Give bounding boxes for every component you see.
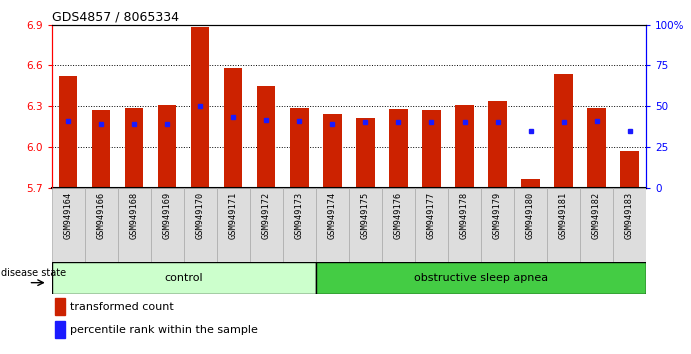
Text: GSM949164: GSM949164	[64, 191, 73, 239]
Bar	[554, 74, 573, 188]
Text: GSM949180: GSM949180	[526, 191, 535, 239]
Bar	[55, 298, 65, 314]
Bar	[323, 114, 341, 188]
Text: GSM949171: GSM949171	[229, 191, 238, 239]
Text: GSM949177: GSM949177	[427, 191, 436, 239]
Text: GSM949168: GSM949168	[130, 191, 139, 239]
Text: disease state: disease state	[1, 268, 66, 278]
Text: GSM949169: GSM949169	[163, 191, 172, 239]
Text: GSM949166: GSM949166	[97, 191, 106, 239]
Bar	[316, 262, 646, 294]
Bar	[151, 188, 184, 262]
Text: GSM949172: GSM949172	[262, 191, 271, 239]
Bar	[283, 188, 316, 262]
Bar	[52, 188, 85, 262]
Bar	[59, 76, 77, 188]
Text: percentile rank within the sample: percentile rank within the sample	[70, 325, 258, 335]
Text: control: control	[164, 273, 203, 283]
Bar	[184, 188, 217, 262]
Bar	[390, 109, 408, 188]
Text: GSM949181: GSM949181	[559, 191, 568, 239]
Bar	[455, 105, 473, 188]
Bar	[580, 188, 613, 262]
Text: transformed count: transformed count	[70, 302, 173, 312]
Text: GSM949170: GSM949170	[196, 191, 205, 239]
Bar	[621, 151, 638, 188]
Bar	[357, 118, 375, 188]
Text: GSM949183: GSM949183	[625, 191, 634, 239]
Bar	[52, 262, 316, 294]
Bar	[422, 110, 441, 188]
Text: obstructive sleep apnea: obstructive sleep apnea	[414, 273, 548, 283]
Bar	[514, 188, 547, 262]
Bar	[613, 188, 646, 262]
Bar	[522, 179, 540, 188]
Text: GSM949174: GSM949174	[328, 191, 337, 239]
Bar	[158, 105, 176, 188]
Text: GSM949182: GSM949182	[592, 191, 601, 239]
Bar	[547, 188, 580, 262]
Bar	[118, 188, 151, 262]
Bar	[587, 108, 605, 188]
Bar	[316, 188, 349, 262]
Text: GSM949176: GSM949176	[394, 191, 403, 239]
Bar	[481, 188, 514, 262]
Bar	[217, 188, 250, 262]
Bar	[225, 68, 243, 188]
Bar	[415, 188, 448, 262]
Text: GSM949178: GSM949178	[460, 191, 469, 239]
Bar	[257, 86, 276, 188]
Bar	[125, 108, 144, 188]
Bar	[290, 108, 308, 188]
Bar	[93, 110, 111, 188]
Bar	[250, 188, 283, 262]
Text: GSM949179: GSM949179	[493, 191, 502, 239]
Bar	[489, 101, 507, 188]
Bar	[448, 188, 481, 262]
Bar	[349, 188, 382, 262]
Bar	[382, 188, 415, 262]
Bar	[85, 188, 118, 262]
Bar	[191, 28, 209, 188]
Text: GSM949173: GSM949173	[295, 191, 304, 239]
Text: GDS4857 / 8065334: GDS4857 / 8065334	[52, 11, 179, 24]
Bar	[55, 321, 65, 338]
Text: GSM949175: GSM949175	[361, 191, 370, 239]
